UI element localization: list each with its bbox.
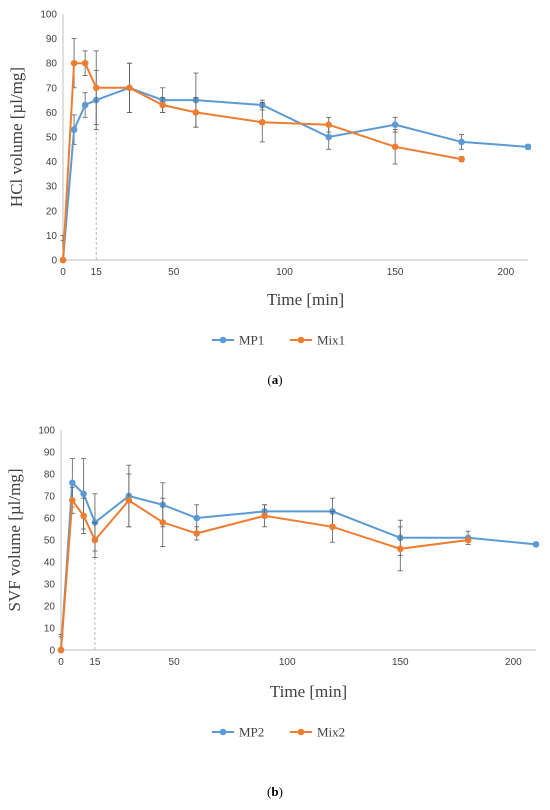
data-point [325,133,333,141]
data-point [91,536,99,544]
data-point [329,523,336,531]
data-point [396,545,404,553]
y-tick-label: 90 [44,448,56,459]
data-point [532,541,540,548]
data-point [193,530,201,537]
x-tick-label: 100 [279,657,296,668]
y-tick-label: 70 [44,492,56,503]
y-tick-label: 50 [46,133,58,144]
y-tick-label: 10 [46,231,58,242]
legend: MP1 Mix1 [212,333,345,348]
data-point [126,84,133,92]
x-tick-label: 100 [276,267,293,278]
data-point [458,138,465,146]
data-point [192,109,200,116]
series-MP1 [59,62,532,264]
x-tick-label: 15 [89,657,101,668]
x-axis-title: Time [min] [270,682,347,701]
data-point [193,514,201,522]
y-tick-label: 20 [46,206,58,217]
x-axis-title: Time [min] [267,290,344,309]
data-point [524,143,532,151]
y-tick-label: 50 [44,536,56,547]
data-point [92,84,100,92]
legend-swatch-marker [297,728,305,736]
series-MP2 [57,458,540,654]
y-tick-label: 0 [51,256,57,267]
chart-panel-b: 0 10 20 30 40 50 60 70 80 90 100 0 15 50 100 150 200 Time… [5,426,540,799]
y-tick-label: 90 [46,34,58,45]
data-point [59,256,67,264]
y-tick-label: 40 [44,558,56,569]
x-tick-label: 0 [58,657,64,668]
series-line [62,86,529,261]
data-point [81,101,89,109]
y-tick-label: 100 [40,10,57,21]
data-point [57,646,65,654]
y-tick-label: 40 [46,157,58,168]
data-point [80,490,87,498]
legend-label: MP2 [239,725,264,740]
data-point [325,121,333,128]
data-point [81,59,89,67]
data-point [69,497,76,504]
y-tick-label: 60 [44,514,56,525]
legend-label: MP1 [239,333,264,348]
chart-panel-a: 0 10 20 30 40 50 60 70 80 90 100 0 15 50 100 150 200 Time… [7,10,532,387]
y-axis-title: SVF volume [µl/mg] [5,469,24,612]
series-line [60,480,537,651]
x-tick-label: 150 [392,657,409,668]
data-point [159,101,166,109]
data-point [125,497,133,504]
data-point [80,512,87,520]
x-tick-label: 150 [387,267,404,278]
data-point [69,479,76,487]
data-point [391,121,399,128]
legend-label: Mix1 [317,333,345,348]
data-point [391,143,399,151]
series-line [62,62,462,261]
y-axis-title: HCl volume [µl/mg] [7,67,26,207]
legend-label: Mix2 [317,725,345,740]
legend-swatch-marker [219,728,227,736]
x-tick-label: 50 [168,267,180,278]
y-tick-label: 70 [46,83,58,94]
x-tick-label: 0 [60,267,66,278]
series-Mix1 [59,38,465,264]
x-tick-label: 200 [498,267,515,278]
y-tick-label: 80 [44,470,56,481]
y-tick-label: 30 [46,182,58,193]
x-tick-label: 200 [505,657,522,668]
data-point [70,59,78,67]
series-Mix2 [57,473,472,654]
data-point [458,155,465,163]
x-tick-label: 50 [169,657,181,668]
legend-swatch-marker [297,336,305,344]
y-tick-label: 80 [46,59,58,70]
legend: MP2 Mix2 [212,725,345,740]
data-point [258,118,266,126]
data-point [159,519,167,526]
panel-label: (b) [267,784,283,799]
y-tick-label: 60 [46,108,58,119]
y-tick-label: 30 [44,580,56,591]
legend-swatch-marker [219,336,227,344]
y-tick-label: 20 [44,602,56,613]
x-tick-label: 15 [91,267,103,278]
y-tick-label: 10 [44,624,56,635]
y-tick-label: 100 [38,426,55,437]
y-tick-label: 0 [49,646,55,657]
data-point [261,512,268,520]
data-point [70,126,78,133]
data-point [464,536,472,544]
panel-label: (a) [267,372,282,387]
